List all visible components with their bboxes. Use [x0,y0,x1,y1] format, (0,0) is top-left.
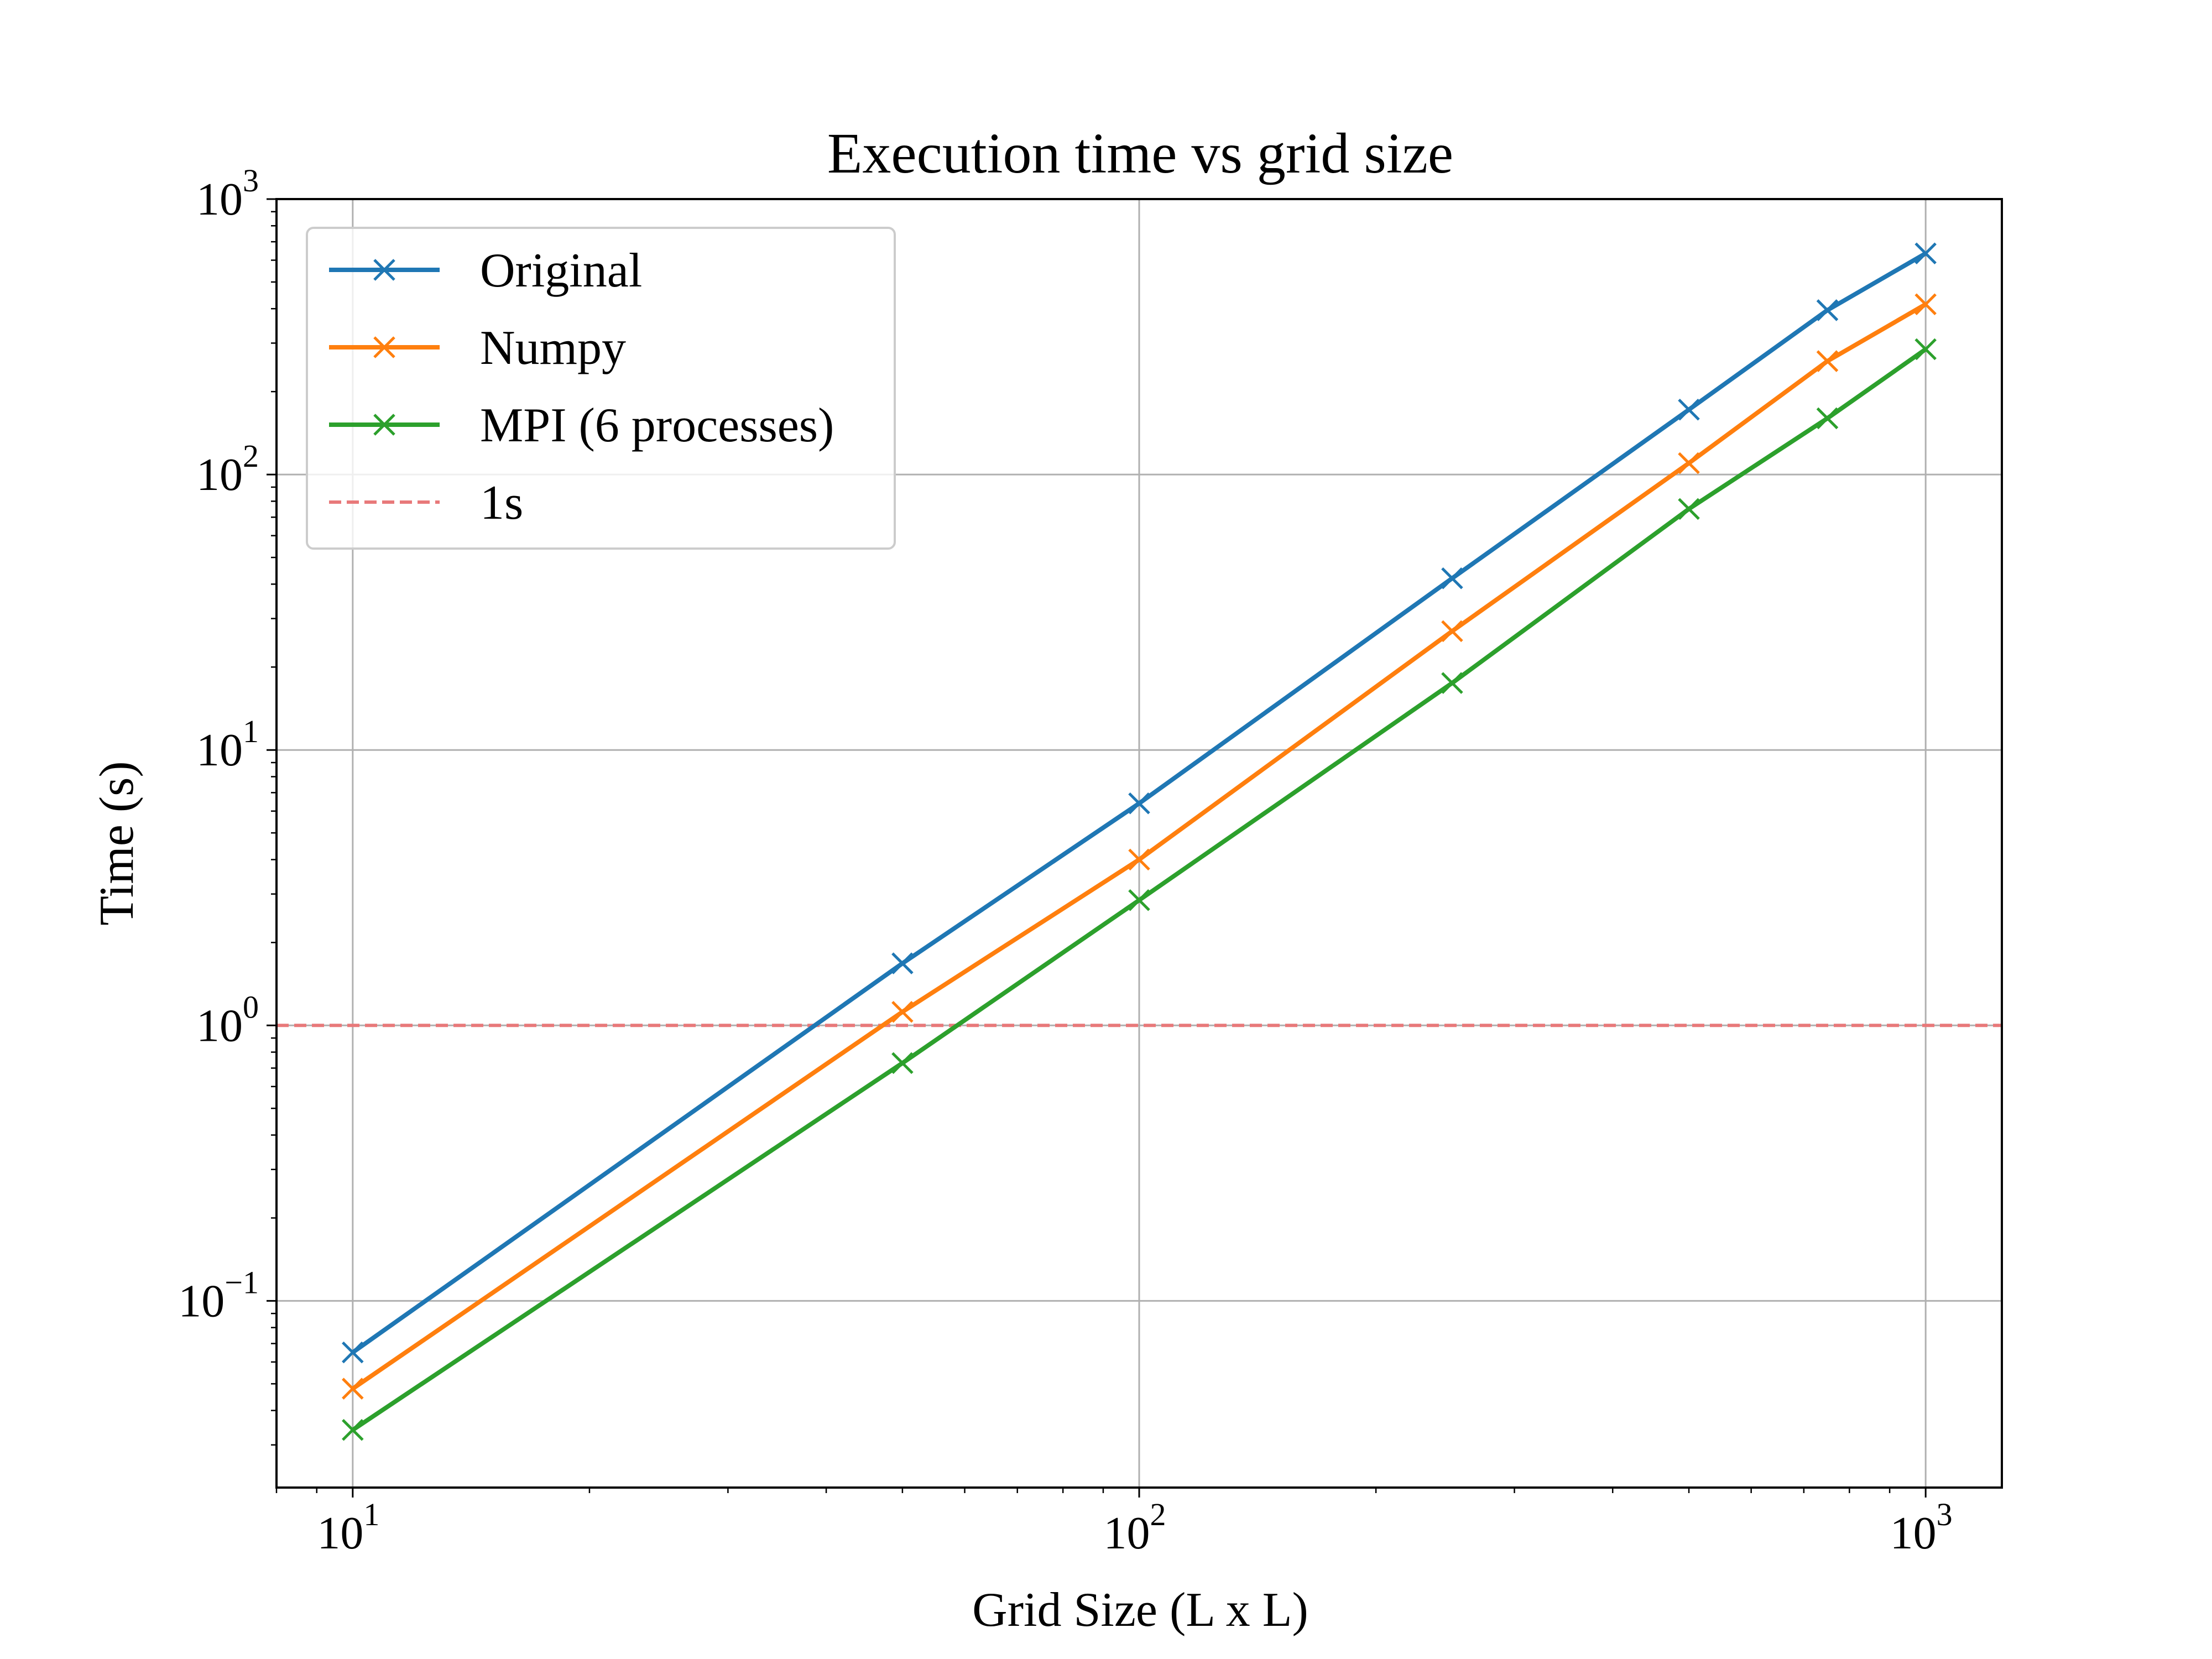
series-0-point-1 [891,952,914,974]
series-1-point-5 [1816,350,1839,372]
y-tick-label-1: 100 [196,989,259,1051]
y-axis-label: Time (s) [90,761,144,925]
series-0-point-0 [342,1341,364,1364]
series-1-point-3 [1441,620,1463,643]
legend-label-1: Numpy [480,321,626,375]
series-2-point-6 [1914,338,1937,361]
x-tick-label-0: 101 [317,1496,379,1559]
series-1-point-2 [1128,848,1150,871]
legend-box [306,227,896,550]
series-0-point-5 [1816,299,1839,321]
x-tick-label-2: 103 [1890,1496,1953,1559]
series-0-point-6 [1914,242,1937,265]
y-tick-label-3: 102 [196,438,259,500]
series-2-point-5 [1816,407,1839,430]
y-tick-label-4: 103 [196,163,259,225]
series-1-point-0 [342,1378,364,1400]
legend-entry-1: Numpy [329,321,626,375]
legend: Original Numpy MPI (6 processes) 1s [306,227,896,550]
x-tick-label-1: 102 [1104,1496,1166,1559]
legend-marker-2-b [373,414,395,436]
legend-label-3: 1s [480,476,523,530]
series-2-point-3 [1441,672,1463,694]
series-2-point-4 [1678,498,1700,520]
chart-title: Execution time vs grid size [827,122,1453,185]
x-axis-label: Grid Size (L x L) [972,1583,1308,1637]
legend-entry-2: MPI (6 processes) [329,399,834,452]
y-tick-label-2: 101 [196,713,259,776]
legend-entry-3: 1s [329,476,523,530]
legend-marker-1-b [373,336,395,358]
legend-label-0: Original [480,244,642,298]
series-0-point-3 [1441,567,1463,589]
y-tick-label-0: 10−1 [178,1264,259,1327]
series-2-point-1 [891,1052,914,1074]
legend-entry-0: Original [329,244,642,298]
series-2-point-2 [1128,889,1150,911]
legend-label-2: MPI (6 processes) [480,399,834,452]
data-series [342,242,1937,1441]
series-1-point-6 [1914,293,1937,316]
series-0-point-2 [1128,792,1150,815]
axis-ticks: 101 102 103 10−1 100 101 102 103 [178,163,1952,1559]
series-1-point-1 [891,1001,914,1023]
series-0-point-4 [1678,399,1700,421]
series-1-point-4 [1678,452,1700,474]
series-2-point-0 [342,1419,364,1441]
legend-marker-0-b [373,259,395,281]
